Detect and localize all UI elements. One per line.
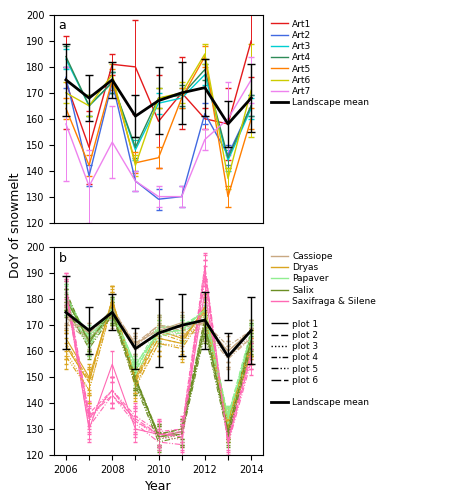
X-axis label: Year: Year [145, 480, 172, 494]
Text: b: b [58, 252, 67, 264]
Text: DoY of snowmelt: DoY of snowmelt [9, 172, 22, 278]
Text: a: a [58, 19, 66, 32]
Legend: Art1, Art2, Art3, Art4, Art5, Art6, Art7, Landscape mean: Art1, Art2, Art3, Art4, Art5, Art6, Art7… [271, 20, 369, 108]
Legend: Cassiope, Dryas, Papaver, Salix, Saxifraga & Silene, , plot 1, plot 2, plot 3, p: Cassiope, Dryas, Papaver, Salix, Saxifra… [271, 252, 376, 408]
